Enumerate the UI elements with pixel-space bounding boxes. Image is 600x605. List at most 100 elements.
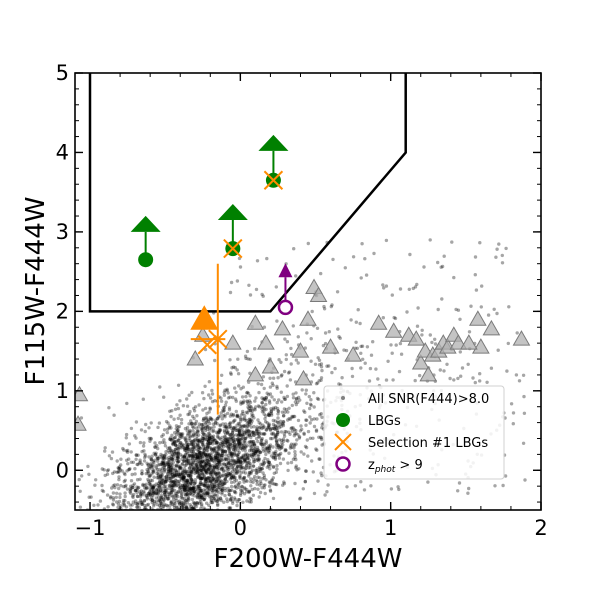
background-source-dot (213, 438, 218, 443)
background-source-dot (241, 385, 245, 389)
background-source-dot (122, 502, 126, 506)
background-source-dot (218, 424, 222, 428)
background-source-dot (232, 419, 236, 423)
background-source-dot (205, 476, 209, 481)
background-source-dot (100, 488, 105, 493)
background-source-dot (473, 380, 477, 385)
background-source-dot (155, 455, 159, 459)
background-source-dot (185, 461, 189, 466)
background-source-dot (276, 420, 280, 425)
background-source-dot (208, 455, 212, 459)
background-source-dot (271, 426, 276, 430)
background-source-dot (232, 452, 237, 456)
background-source-dot (231, 466, 235, 471)
background-source-dot (221, 448, 225, 452)
background-source-dot (205, 493, 210, 497)
background-source-dot (239, 471, 243, 475)
background-source-dot (202, 465, 206, 470)
background-source-dot (186, 446, 190, 450)
background-source-dot (275, 467, 279, 471)
background-source-dot (247, 429, 251, 433)
background-source-dot (103, 473, 107, 478)
background-source-dot (260, 407, 264, 411)
background-source-dot (256, 475, 260, 479)
background-source-dot (384, 238, 389, 243)
background-source-dot (163, 492, 167, 497)
background-source-dot (231, 433, 236, 437)
background-source-dot (177, 434, 182, 438)
background-source-dot (216, 461, 221, 465)
background-source-dot (128, 467, 132, 471)
background-source-dot (190, 469, 194, 474)
background-source-dot (209, 456, 213, 460)
background-source-dot (116, 470, 120, 474)
background-source-dot (237, 440, 241, 444)
background-source-dot (111, 498, 116, 502)
background-source-dot (261, 423, 265, 427)
background-source-dot (198, 454, 202, 458)
background-source-dot (428, 238, 432, 242)
background-source-dot (171, 463, 175, 467)
background-source-dot (187, 422, 191, 426)
background-source-dot (175, 511, 178, 514)
background-source-dot (243, 452, 247, 456)
background-source-dot (413, 378, 417, 383)
background-source-dot (133, 434, 137, 438)
background-source-dot (337, 382, 341, 386)
background-source-dot (256, 454, 260, 458)
background-source-dot (207, 487, 212, 491)
background-source-dot (142, 499, 147, 503)
lbg-limit-triangle (258, 134, 289, 151)
background-source-dot (178, 413, 182, 417)
background-source-dot (199, 482, 203, 486)
background-source-dot (121, 498, 126, 503)
background-source-dot (251, 441, 256, 446)
background-source-dot (171, 460, 175, 465)
background-source-dot (140, 462, 144, 466)
background-source-dot (214, 472, 218, 476)
background-source-dot (174, 463, 178, 467)
background-source-dot (192, 494, 196, 498)
background-source-dot (190, 453, 194, 457)
background-source-dot (154, 466, 159, 470)
background-source-dot (177, 499, 182, 503)
background-source-dot (231, 426, 236, 430)
background-source-dot (349, 318, 353, 322)
background-source-dot (258, 450, 263, 454)
background-source-dot (170, 473, 174, 477)
background-source-dot (240, 466, 244, 471)
background-source-dot (156, 486, 160, 490)
background-source-dot (202, 451, 206, 455)
background-source-dot (208, 442, 212, 446)
background-source-dot (240, 484, 244, 489)
background-source-dot (335, 290, 340, 294)
background-source-dot (186, 480, 190, 485)
background-source-dot (225, 445, 229, 449)
background-source-dot (237, 422, 242, 426)
background-source-dot (152, 504, 156, 508)
background-source-dot (224, 457, 229, 462)
background-source-dot (188, 492, 192, 496)
background-source-dot (244, 460, 248, 464)
background-source-dot (198, 494, 203, 498)
background-source-dot (306, 454, 310, 458)
background-source-dot (200, 504, 204, 508)
background-source-dot (214, 463, 219, 467)
background-source-dot (176, 511, 179, 514)
background-source-dot (397, 487, 401, 492)
background-source-dot (214, 480, 218, 484)
background-source-dot (208, 465, 212, 470)
background-source-dot (207, 476, 211, 480)
background-source-dot (246, 424, 250, 428)
background-source-dot (214, 457, 218, 461)
background-source-dot (221, 422, 225, 426)
background-source-dot (162, 490, 167, 494)
background-source-dot (163, 461, 167, 465)
background-source-dot (195, 437, 199, 441)
background-source-dot (257, 432, 262, 436)
background-source-dot (248, 463, 252, 468)
background-source-dot (259, 432, 264, 436)
background-source-dot (234, 478, 239, 483)
background-source-dot (139, 500, 143, 504)
background-source-dot (204, 477, 208, 482)
